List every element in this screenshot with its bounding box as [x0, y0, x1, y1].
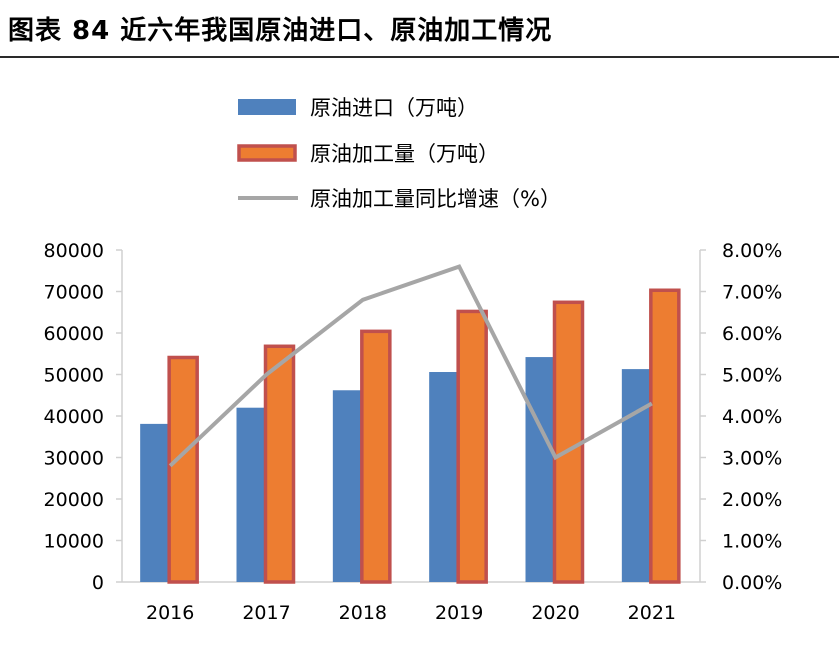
x-axis-labels: 2016 2017 2018 2019 2020 2021	[146, 602, 676, 624]
left-axis-tick-label: 50000	[44, 365, 104, 387]
right-axis-tick-label: 6.00%	[722, 323, 782, 345]
left-axis-tick-label: 10000	[44, 531, 104, 553]
x-axis-tick-label: 2018	[339, 602, 387, 624]
right-axis-tick-label: 3.00%	[722, 448, 782, 470]
right-axis-tick-label: 8.00%	[722, 240, 782, 262]
bar-crude-processing	[167, 355, 199, 584]
bar-crude-import	[332, 390, 361, 582]
legend-label: 原油进口（万吨）	[310, 96, 478, 120]
bar-crude-processing	[360, 329, 392, 584]
left-axis-tick-label: 0	[92, 572, 104, 594]
bar-crude-processing	[649, 288, 681, 584]
legend: 原油进口（万吨） 原油加工量（万吨） 原油加工量同比增速（%）	[237, 96, 561, 211]
left-axis-tick-label: 60000	[44, 323, 104, 345]
axes: 0 10000 20000 30000 40000 50000 60000 70000 8000…	[44, 240, 783, 594]
x-axis-tick-label: 2020	[531, 602, 579, 624]
x-axis-tick-label: 2016	[146, 602, 194, 624]
left-axis-tick-label: 30000	[44, 448, 104, 470]
left-axis-tick-label: 20000	[44, 489, 104, 511]
left-axis-tick-label: 70000	[44, 282, 104, 304]
x-axis-tick-label: 2017	[242, 602, 290, 624]
legend-swatch	[237, 144, 297, 162]
legend-label: 原油加工量（万吨）	[310, 142, 499, 166]
bar-crude-import	[140, 423, 169, 582]
legend-label: 原油加工量同比增速（%）	[310, 187, 561, 211]
bar-crude-import	[429, 372, 458, 582]
chart-title: 图表 84 近六年我国原油进口、原油加工情况	[8, 16, 553, 46]
bar-crude-import	[236, 407, 265, 582]
right-axis-tick-label: 1.00%	[722, 531, 782, 553]
left-axis-tick-label: 40000	[44, 406, 104, 428]
x-axis-tick-label: 2019	[435, 602, 483, 624]
bar-crude-import	[621, 369, 650, 582]
right-axis-tick-label: 2.00%	[722, 489, 782, 511]
bar-crude-processing	[263, 344, 296, 584]
right-axis-tick-label: 5.00%	[722, 365, 782, 387]
right-axis-tick-label: 4.00%	[722, 406, 782, 428]
line-series	[168, 264, 653, 468]
x-axis-tick-label: 2021	[628, 602, 676, 624]
bar-crude-processing	[456, 309, 488, 584]
title-divider	[0, 56, 839, 58]
legend-swatch	[238, 99, 296, 115]
bars	[140, 288, 681, 584]
bar-crude-processing	[552, 300, 585, 584]
left-axis-tick-label: 80000	[44, 240, 104, 262]
right-axis-tick-label: 0.00%	[722, 572, 782, 594]
bar-crude-import	[525, 357, 554, 582]
line-growth-rate	[168, 264, 653, 468]
right-axis-tick-label: 7.00%	[722, 282, 782, 304]
